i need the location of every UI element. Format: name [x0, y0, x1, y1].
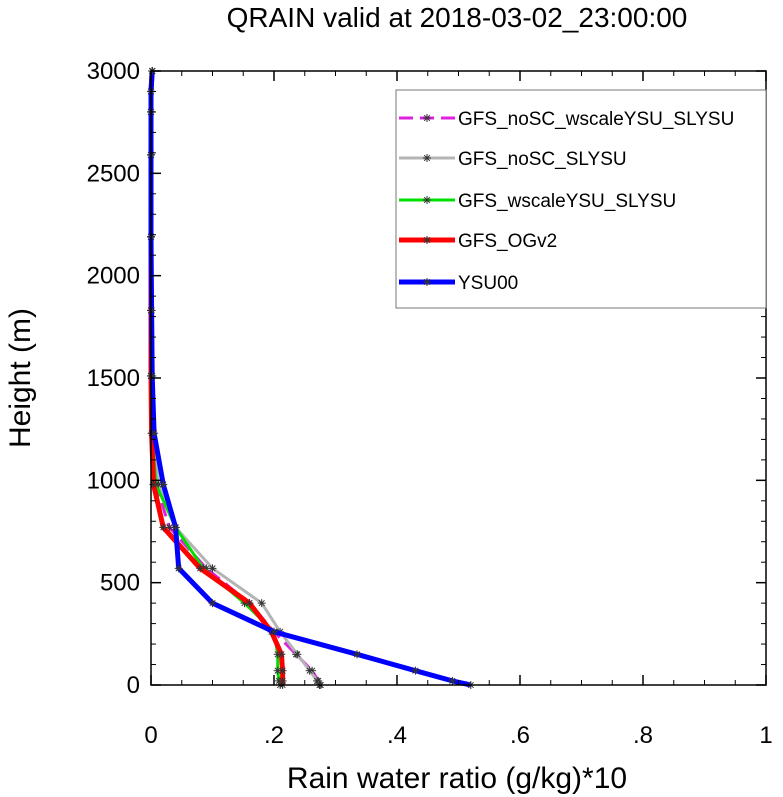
- x-axis-label: Rain water ratio (g/kg)*10: [287, 762, 627, 795]
- plot-frame: [150, 70, 767, 686]
- series-point: [174, 564, 183, 573]
- legend-marker: [423, 278, 431, 286]
- series-point: [293, 650, 302, 659]
- legend-label: GFS_wscaleYSU_SLYSU: [458, 191, 676, 212]
- axes: 0 .2 .4 .6 .8 1 0 500 1000 1500 2000 2500 3000: [87, 58, 773, 749]
- legend-label: YSU00: [458, 273, 518, 294]
- y-axis-label: Height (m): [4, 308, 37, 448]
- series-point: [278, 666, 287, 675]
- series-point: [305, 666, 314, 675]
- legend-marker: [423, 114, 431, 122]
- series-point: [208, 599, 217, 608]
- series-point: [148, 371, 157, 380]
- legend-marker: [423, 196, 431, 204]
- legend-item: YSU00: [399, 273, 518, 294]
- x-tick-label: 0: [144, 722, 157, 749]
- legend-label: GFS_noSC_SLYSU: [458, 149, 627, 170]
- series-point: [278, 676, 287, 685]
- series-point: [411, 666, 420, 675]
- series-point: [208, 564, 217, 573]
- legend-marker: [423, 154, 431, 162]
- x-tick-label: .2: [264, 722, 284, 749]
- legend-item: GFS_OGv2: [399, 231, 557, 252]
- x-tick-label: .8: [633, 722, 653, 749]
- x-tick-label: .4: [387, 722, 407, 749]
- legend-item: GFS_noSC_SLYSU: [399, 149, 627, 170]
- series-point: [196, 564, 205, 573]
- chart-title: QRAIN valid at 2018-03-02_23:00:00: [227, 2, 688, 33]
- series-point: [159, 480, 168, 489]
- x-tick-label: .6: [510, 722, 530, 749]
- legend-label: GFS_noSC_wscaleYSU_SLYSU: [458, 109, 734, 130]
- legend: GFS_noSC_wscaleYSU_SLYSU GFS_noSC_SLYSU GF…: [395, 89, 767, 309]
- x-tick-label: 1: [759, 722, 772, 749]
- series-point: [245, 599, 254, 608]
- legend-item: GFS_noSC_wscaleYSU_SLYSU: [399, 109, 734, 130]
- y-tick-label: 0: [127, 672, 140, 699]
- y-tick-label: 500: [100, 570, 140, 597]
- series-point: [270, 627, 278, 636]
- series-point: [159, 523, 168, 532]
- legend-label: GFS_OGv2: [458, 231, 557, 252]
- y-tick-label: 3000: [87, 58, 140, 85]
- legend-marker: [423, 236, 431, 244]
- series-point: [277, 650, 286, 659]
- series-point: [171, 523, 180, 532]
- y-tick-label: 2500: [87, 160, 140, 187]
- series-point: [353, 650, 362, 659]
- legend-box: [395, 89, 767, 309]
- y-tick-label: 2000: [87, 263, 140, 290]
- series-point: [257, 599, 266, 608]
- series-point: [313, 676, 322, 685]
- series-point: [448, 676, 457, 685]
- legend-item: GFS_wscaleYSU_SLYSU: [399, 191, 676, 212]
- y-tick-label: 1500: [87, 365, 140, 392]
- y-tick-label: 1000: [87, 467, 140, 494]
